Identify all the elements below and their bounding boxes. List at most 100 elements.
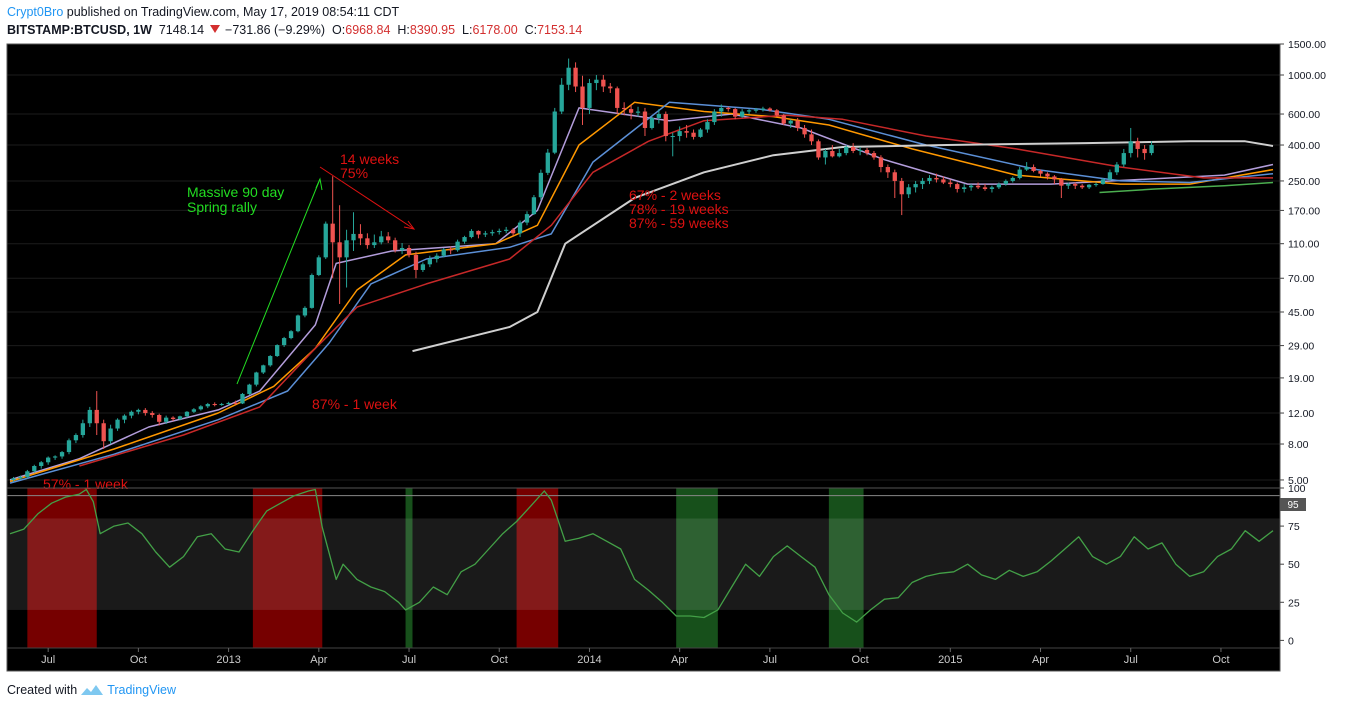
annotation-rally-2: Spring rally — [187, 199, 257, 215]
candle-body — [601, 79, 606, 87]
candle-body — [712, 111, 717, 123]
candle-body — [254, 372, 259, 385]
annotation-87pct-59w: 87% - 59 weeks — [629, 215, 729, 231]
price-tick-label: 45.00 — [1288, 307, 1314, 319]
candle-body — [59, 452, 65, 457]
candle-body — [469, 230, 474, 238]
high-label: H: — [397, 23, 410, 37]
moving-average-line-1 — [9, 107, 1274, 481]
candle-body — [1024, 167, 1029, 170]
time-tick-label: Jul — [763, 654, 777, 666]
candle-body — [94, 409, 99, 424]
chart-canvas[interactable]: Massive 90 day Spring rally 14 weeks 75%… — [0, 40, 1347, 673]
candle-body — [948, 182, 953, 185]
candle-body — [906, 187, 911, 195]
candle-body — [663, 114, 668, 137]
candle-body — [996, 184, 1002, 188]
candles — [11, 58, 1154, 482]
candle-body — [753, 109, 759, 111]
footer-brand-link[interactable]: TradingView — [107, 683, 176, 697]
price-tick-label: 400.00 — [1288, 140, 1320, 152]
candle-body — [1093, 184, 1099, 186]
price-tick-label: 8.00 — [1288, 439, 1309, 451]
annotation-rally-1: Massive 90 day — [187, 184, 284, 200]
candle-body — [1003, 180, 1008, 185]
time-tick-label: Oct — [130, 654, 147, 666]
candle-body — [830, 150, 835, 157]
candle-body — [615, 88, 620, 108]
candle-body — [955, 184, 960, 189]
candle-body — [1066, 184, 1071, 186]
candle-body — [32, 466, 37, 472]
candle-body — [587, 83, 592, 108]
author-link[interactable]: Crypt0Bro — [7, 5, 64, 19]
candle-body — [1052, 176, 1057, 180]
candle-body — [823, 150, 828, 158]
time-tick-label: Oct — [852, 654, 869, 666]
candle-body — [1080, 185, 1085, 188]
candle-body — [621, 107, 627, 110]
candle-body — [760, 108, 766, 110]
price-tick-label: 170.00 — [1288, 205, 1320, 217]
candle-body — [52, 456, 58, 458]
candle-body — [25, 471, 30, 477]
candle-body — [739, 111, 745, 117]
moving-averages — [9, 101, 1274, 484]
annotation-78pct: 78% - 19 weeks — [629, 201, 729, 217]
oscillator-tick-label: 100 — [1288, 483, 1306, 495]
candle-body — [1100, 179, 1106, 185]
price-tick-label: 70.00 — [1288, 273, 1314, 285]
ohlc-header: BITSTAMP:BTCUSD, 1W 7148.14 −731.86 (−9.… — [7, 23, 582, 37]
candle-body — [184, 411, 190, 417]
time-tick-label: Jul — [1124, 654, 1138, 666]
oscillator-tick-label: 25 — [1288, 597, 1300, 609]
candle-body — [18, 476, 23, 479]
oscillator-value-tag-bg — [1280, 498, 1306, 511]
candle-body — [656, 114, 662, 118]
annotation-87pct-1w: 87% - 1 week — [312, 396, 398, 412]
candle-body — [788, 120, 793, 124]
high-value: 8390.95 — [409, 23, 456, 37]
candle-body — [1114, 164, 1120, 173]
oscillator-tick-labels: 100 75 50 25 0 — [1280, 483, 1306, 647]
candle-body — [968, 185, 974, 188]
candle-body — [559, 84, 564, 112]
candle-body — [1135, 141, 1140, 149]
price-axis — [1280, 44, 1340, 671]
price-tick-label: 250.00 — [1288, 176, 1320, 188]
candle-body — [635, 111, 641, 113]
publish-text: published on TradingView.com, May 17, 20… — [63, 5, 400, 19]
highlight-zone-red — [27, 488, 97, 648]
open-value: 6968.84 — [345, 23, 391, 37]
candle-body — [302, 307, 308, 316]
candle-body — [1017, 169, 1022, 178]
candle-body — [337, 242, 342, 258]
low-label: L: — [462, 23, 473, 37]
highlight-zone-green — [676, 488, 718, 648]
oscillator-tick-label: 75 — [1288, 521, 1300, 533]
oscillator-tick-label: 50 — [1288, 559, 1300, 571]
candle-body — [628, 109, 634, 113]
candle-body — [420, 264, 426, 270]
oscillator-zones — [27, 488, 864, 648]
candle-body — [545, 152, 550, 173]
candle-body — [434, 255, 439, 260]
candle-body — [1107, 172, 1113, 180]
candle-body — [108, 428, 113, 442]
oscillator-line — [9, 488, 1274, 623]
candle-body — [191, 409, 197, 412]
time-tick-label: Jul — [402, 654, 416, 666]
candle-body — [719, 107, 724, 112]
candle-body — [344, 240, 349, 258]
price-tick-label: 1000.00 — [1288, 70, 1326, 82]
time-tick-label: Oct — [491, 654, 508, 666]
candle-body — [483, 233, 488, 235]
candle-body — [11, 478, 16, 480]
candle-body — [101, 423, 106, 442]
candle-body — [497, 230, 502, 233]
candle-body — [851, 146, 856, 151]
rally-arrowhead — [315, 177, 323, 191]
time-tick-label: Apr — [1032, 654, 1049, 666]
candle-body — [1045, 173, 1050, 177]
candle-body — [767, 108, 773, 111]
